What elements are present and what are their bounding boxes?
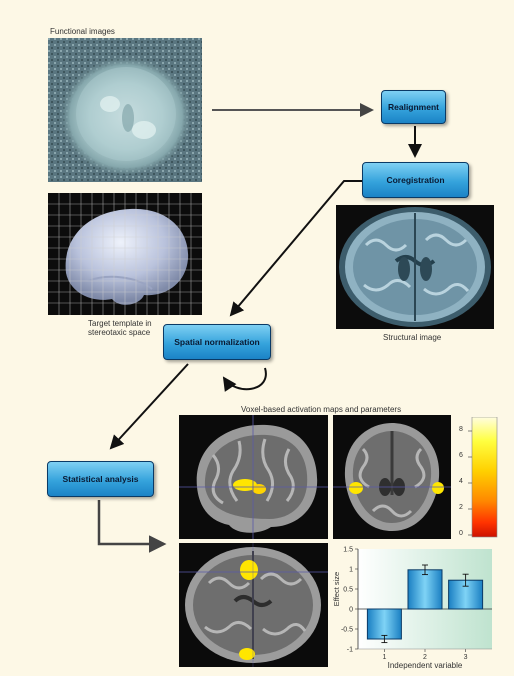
colorbar-tick: 2: [459, 504, 463, 511]
sagittal-brain-slice: [179, 415, 328, 539]
structural-image: [336, 205, 494, 329]
voxel-maps-label: Voxel-based activation maps and paramete…: [241, 405, 402, 414]
y-tick-label: 1: [349, 567, 353, 574]
coronal-brain-slice: [333, 415, 451, 539]
functional-images-label: Functional images: [50, 27, 115, 36]
functional-image: [48, 38, 202, 182]
bar: [366, 608, 402, 640]
x-tick-label: 2: [423, 654, 427, 661]
spatial-normalization-node: Spatial normalization: [163, 324, 271, 360]
colorbar-tick: 8: [459, 426, 463, 433]
y-tick-label: -1: [347, 647, 353, 654]
x-tick-label: 1: [382, 654, 386, 661]
y-tick-label: -0.5: [341, 627, 353, 634]
colorbar-tick: 4: [459, 478, 463, 485]
statistical-analysis-node: Statistical analysis: [47, 461, 154, 497]
coregistration-node: Coregistration: [362, 162, 469, 198]
colorbar: 8 6 4 2 0: [459, 416, 511, 539]
arrow-normalization-loop: [222, 367, 267, 392]
x-tick-label: 3: [464, 654, 468, 661]
realignment-node: Realignment: [381, 90, 446, 124]
arrow-normalization-to-statistics: [109, 363, 189, 450]
axial-brain-slice: [179, 543, 328, 667]
structural-image-label: Structural image: [383, 333, 442, 342]
arrow-coregistration-to-normalization: [229, 180, 362, 317]
colorbar-tick: 0: [459, 530, 463, 537]
effect-size-chart: 1.5 1 0.5 0 -0.5 -1 1 2 3 Independent variable Eff…: [330, 543, 512, 671]
template-image: [48, 193, 202, 315]
y-axis-label: Effect size: [332, 572, 341, 606]
y-tick-label: 1.5: [343, 547, 353, 554]
x-axis-label: Independent variable: [388, 661, 463, 670]
target-template-label-line2: stereotaxic space: [88, 328, 151, 337]
target-template-label-line1: Target template in: [88, 319, 152, 328]
colorbar-tick: 6: [459, 452, 463, 459]
y-tick-label: 0: [349, 607, 353, 614]
y-tick-label: 0.5: [343, 587, 353, 594]
arrow-statistics-to-maps: [97, 500, 167, 553]
